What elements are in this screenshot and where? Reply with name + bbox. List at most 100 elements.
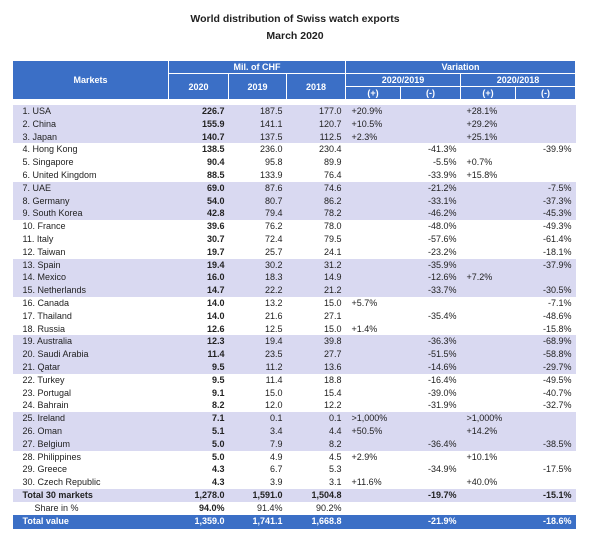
header-cell: 2020: [168, 73, 229, 100]
market-cell: 10. France: [22, 221, 66, 232]
value-cell: 140.7: [168, 130, 229, 144]
table-row: 14. Mexico 16.0 18.3 14.9 -12.6% +7.2%: [12, 271, 576, 285]
value-cell: 14.9: [286, 271, 346, 285]
table-row: 22. Turkey 9.5 11.4 18.8 -16.4% -49.5%: [13, 374, 576, 387]
value-cell: [461, 463, 516, 476]
market-cell: 27. Belgium: [12, 437, 169, 451]
value-cell: -36.4%: [400, 437, 461, 451]
value-cell: -38.5%: [515, 437, 576, 451]
value-cell: +2.9%: [351, 451, 378, 462]
value-cell: 4.3: [211, 477, 225, 488]
value-cell: 23.5: [228, 348, 287, 361]
value-cell: +10.5%: [345, 117, 401, 131]
value-cell: -14.6%: [400, 360, 461, 374]
value-cell: -46.2%: [400, 207, 461, 221]
value-cell: 79.4: [228, 207, 287, 221]
value-cell: [345, 194, 401, 208]
table-row: Total value 1,359.0 1,741.1 1,668.8 -21.9% -1…: [12, 514, 576, 529]
value-cell: +0.7%: [466, 157, 493, 168]
value-cell: 1,591.0: [228, 488, 287, 502]
value-cell: [461, 297, 516, 310]
value-cell: -39.9%: [542, 144, 572, 155]
header-cell: (-): [400, 86, 461, 100]
value-cell: [461, 502, 516, 515]
value-cell: 3.9: [269, 477, 283, 488]
value-cell: +50.5%: [345, 424, 401, 438]
value-cell: [345, 284, 401, 297]
value-cell: -39.0%: [427, 387, 457, 398]
value-cell: [345, 258, 401, 272]
value-cell: -31.9%: [427, 400, 457, 411]
header-cell: Mil. of CHF: [168, 60, 346, 74]
table-row: 23. Portugal 9.1 15.0 15.4 -39.0% -40.7%: [13, 387, 576, 400]
value-cell: +29.2%: [460, 117, 516, 131]
value-cell: [516, 169, 576, 182]
value-cell: -35.9%: [400, 258, 461, 272]
value-cell: [346, 399, 401, 412]
market-cell: 29. Greece: [22, 464, 68, 475]
value-cell: [401, 451, 461, 464]
value-cell: 76.2: [264, 221, 283, 232]
value-cell: -17.5%: [542, 464, 572, 475]
table-row: 3. Japan 140.7 137.5 112.5 +2.3% +25.1%: [12, 130, 576, 144]
value-cell: 14.0: [206, 297, 225, 308]
value-cell: -33.1%: [400, 194, 461, 208]
value-cell: 78.0: [323, 221, 342, 232]
value-cell: [461, 374, 516, 387]
value-cell: [515, 130, 576, 144]
value-cell: 94.0%: [198, 502, 225, 513]
value-cell: [516, 451, 576, 464]
value-cell: -40.7%: [542, 387, 572, 398]
value-cell: +2.3%: [345, 130, 401, 144]
value-cell: [346, 143, 401, 156]
value-cell: 5.3: [328, 464, 342, 475]
value-cell: 1,504.8: [286, 488, 346, 502]
market-cell: Share in %: [34, 502, 79, 513]
value-cell: -7.1%: [548, 297, 572, 308]
value-cell: [400, 130, 461, 144]
value-cell: -57.6%: [427, 233, 457, 244]
value-cell: 76.4: [323, 169, 342, 180]
value-cell: 19.4: [228, 335, 287, 349]
value-cell: [400, 424, 461, 438]
value-cell: 39.8: [286, 335, 346, 349]
value-cell: +20.9%: [345, 105, 401, 118]
value-cell: -37.9%: [515, 258, 576, 272]
header-cell: (+): [345, 86, 401, 100]
value-cell: 9.1: [211, 387, 225, 398]
value-cell: -48.0%: [427, 221, 457, 232]
value-cell: 42.8: [168, 207, 229, 221]
value-cell: [400, 117, 461, 131]
value-cell: 89.9: [323, 157, 342, 168]
table-row: 19. Australia 12.3 19.4 39.8 -36.3% -68.9%: [12, 335, 576, 349]
table-row: 30. Czech Republic 4.3 3.9 3.1 +11.6% +40.0%: [13, 476, 576, 489]
value-cell: [461, 246, 516, 259]
value-cell: 11.2: [228, 360, 287, 374]
table-row: 24. Bahrain 8.2 12.0 12.2 -31.9% -32.7%: [13, 399, 576, 412]
value-cell: -32.7%: [542, 400, 572, 411]
value-cell: [516, 502, 576, 515]
table-row: 1. USA 226.7 187.5 177.0 +20.9% +28.1%: [12, 105, 576, 118]
value-cell: [516, 476, 576, 489]
value-cell: -16.4%: [427, 374, 457, 385]
value-cell: [346, 463, 401, 476]
value-cell: 0.1: [286, 412, 346, 425]
value-cell: 24.1: [323, 246, 342, 257]
value-cell: [461, 310, 516, 323]
market-cell: 16. Canada: [22, 297, 70, 308]
value-cell: 19.7: [206, 246, 225, 257]
market-cell: 12. Taiwan: [22, 246, 66, 257]
market-cell: 26. Oman: [12, 424, 169, 438]
value-cell: +40.0%: [466, 477, 498, 488]
value-cell: -35.4%: [427, 310, 457, 321]
value-cell: +11.6%: [351, 477, 382, 488]
value-cell: 4.3: [211, 464, 225, 475]
value-cell: 3.4: [228, 424, 287, 438]
market-cell: 5. Singapore: [22, 157, 74, 168]
value-cell: 21.2: [286, 284, 346, 297]
value-cell: 15.0: [323, 297, 342, 308]
header-cell: (-): [514, 86, 577, 100]
value-cell: [346, 233, 401, 246]
value-cell: +7.2%: [460, 271, 516, 285]
value-cell: 80.7: [228, 194, 287, 208]
